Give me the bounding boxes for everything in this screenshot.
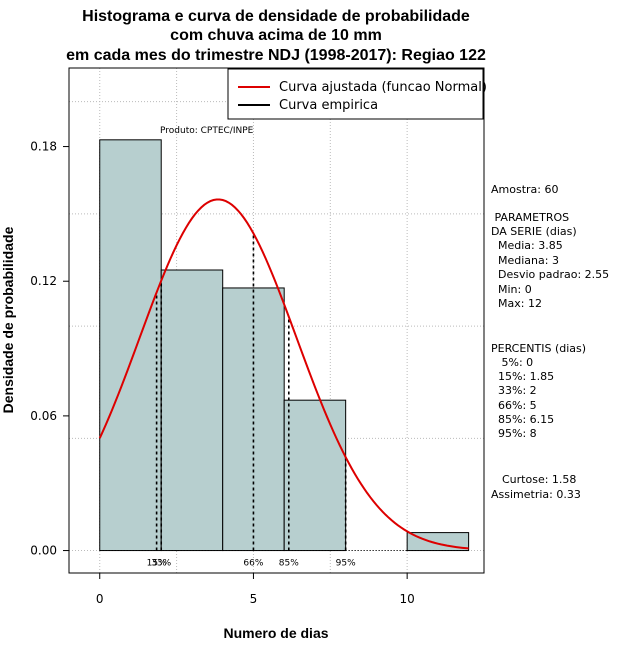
percentile-label-0: 15%: [147, 559, 167, 569]
percentile-label-3: 85%: [279, 559, 299, 569]
legend-box: [227, 68, 484, 120]
legend: Curva ajustada (funcao Normal) Curva emp…: [227, 68, 487, 120]
legend-label-fit: Curva ajustada (funcao Normal): [279, 80, 487, 95]
x-tick-label-0: 0: [96, 592, 104, 606]
histogram-bar-3: [283, 399, 347, 552]
stat-sample: Amostra: 60: [491, 183, 558, 196]
percentile-lines: 15%33% 66% 85% 95%: [147, 233, 356, 569]
x-axis-title: Numero de dias: [223, 625, 328, 641]
chart-title-line-1: Histograma e curva de densidade de proba…: [82, 8, 470, 25]
stat-mean: Media: 3.85: [498, 239, 563, 252]
x-tick-label-1: 5: [250, 592, 258, 606]
histogram-bars: [99, 139, 470, 552]
stat-params-header-1: PARAMETROS: [491, 211, 569, 224]
percentile-label-4: 95%: [336, 559, 356, 569]
y-tick-label-3: 0.18: [30, 140, 57, 154]
stat-p15: 15%: 1.85: [498, 370, 554, 383]
histogram-bar-0: [99, 139, 162, 552]
percentile-label-2: 66%: [243, 559, 263, 569]
stat-params-header-2: DA SERIE (dias): [491, 225, 577, 238]
stat-curtose: Curtose: 1.58: [502, 473, 576, 486]
stat-percentis-header: PERCENTIS (dias): [491, 342, 586, 355]
normal-fit-curve: [98, 198, 469, 550]
percentile-label-1: 33%: [151, 559, 171, 569]
stats-panel: Amostra: 60 PARAMETROS DA SERIE (dias) M…: [491, 183, 609, 501]
legend-label-empirical: Curva empirica: [279, 98, 378, 113]
stat-median: Mediana: 3: [498, 254, 559, 267]
x-tick-label-2: 10: [400, 592, 415, 606]
stat-p95: 95%: 8: [498, 427, 537, 440]
stat-sd: Desvio padrao: 2.55: [498, 268, 609, 281]
y-tick-label-2: 0.12: [30, 274, 57, 288]
stat-p33: 33%: 2: [498, 384, 537, 397]
stat-p85: 85%: 6.15: [498, 413, 554, 426]
stat-assimetria: Assimetria: 0.33: [491, 488, 581, 501]
y-tick-label-1: 0.06: [30, 409, 57, 423]
stat-min: Min: 0: [498, 283, 532, 296]
x-axis: 0 5 10: [96, 573, 415, 606]
y-tick-label-0: 0.00: [30, 544, 57, 558]
chart-title-line-2: com chuva acima de 10 mm: [170, 27, 382, 44]
y-axis: 0.00 0.06 0.12 0.18: [30, 140, 69, 558]
chart-title-line-3: em cada mes do trimestre NDJ (1998-2017)…: [66, 47, 486, 64]
stat-p5: 5%: 0: [498, 356, 533, 369]
plot-frame: [68, 67, 485, 574]
stat-max: Max: 12: [498, 297, 542, 310]
credit-text: Produto: CPTEC/INPE: [160, 126, 254, 136]
y-axis-title: Densidade de probabilidade: [0, 226, 16, 413]
histogram-bar-1: [160, 269, 224, 552]
stat-p66: 66%: 5: [498, 399, 537, 412]
